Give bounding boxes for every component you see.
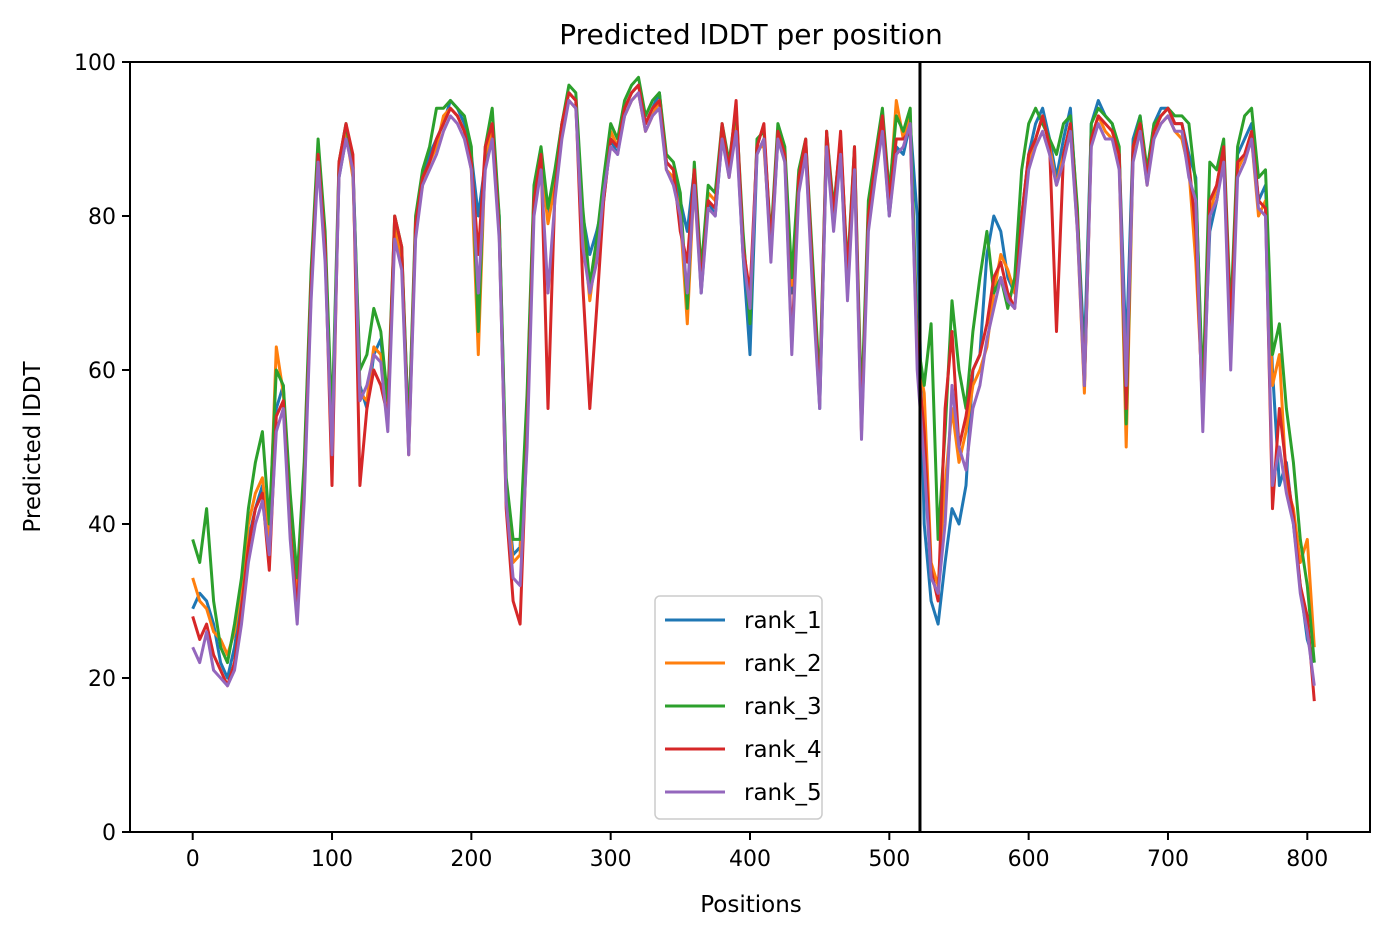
y-tick-label: 80 <box>88 205 116 230</box>
legend-label-rank_5: rank_5 <box>744 780 822 806</box>
legend-label-rank_2: rank_2 <box>744 651 822 677</box>
x-tick-label: 100 <box>311 847 353 872</box>
y-tick-label: 0 <box>102 821 116 846</box>
legend: rank_1 rank_2 rank_3 rank_4 rank_5 <box>654 595 823 820</box>
y-tick-label: 20 <box>88 667 116 692</box>
x-tick-label: 800 <box>1286 847 1328 872</box>
legend-box <box>654 595 823 820</box>
x-tick-label: 500 <box>868 847 910 872</box>
series-line-rank_5 <box>191 91 1316 688</box>
y-tick-label: 100 <box>74 51 116 76</box>
chart-title: Predicted lDDT per position <box>559 18 943 51</box>
y-axis-ticks: 0 20 40 60 80 100 <box>74 51 130 846</box>
y-tick-label: 40 <box>88 513 116 538</box>
x-tick-label: 200 <box>450 847 492 872</box>
x-tick-label: 600 <box>1008 847 1050 872</box>
legend-label-rank_4: rank_4 <box>744 737 822 763</box>
x-tick-label: 0 <box>186 847 200 872</box>
x-tick-label: 300 <box>590 847 632 872</box>
x-tick-label: 400 <box>729 847 771 872</box>
legend-label-rank_3: rank_3 <box>744 694 822 720</box>
x-axis-label: Positions <box>700 892 802 918</box>
x-axis-ticks: 0 100 200 300 400 500 600 700 800 <box>186 832 1328 872</box>
y-tick-label: 60 <box>88 359 116 384</box>
y-axis-label: Predicted lDDT <box>20 360 46 532</box>
series-lines <box>191 62 1316 832</box>
x-tick-label: 700 <box>1147 847 1189 872</box>
legend-label-rank_1: rank_1 <box>744 608 822 634</box>
